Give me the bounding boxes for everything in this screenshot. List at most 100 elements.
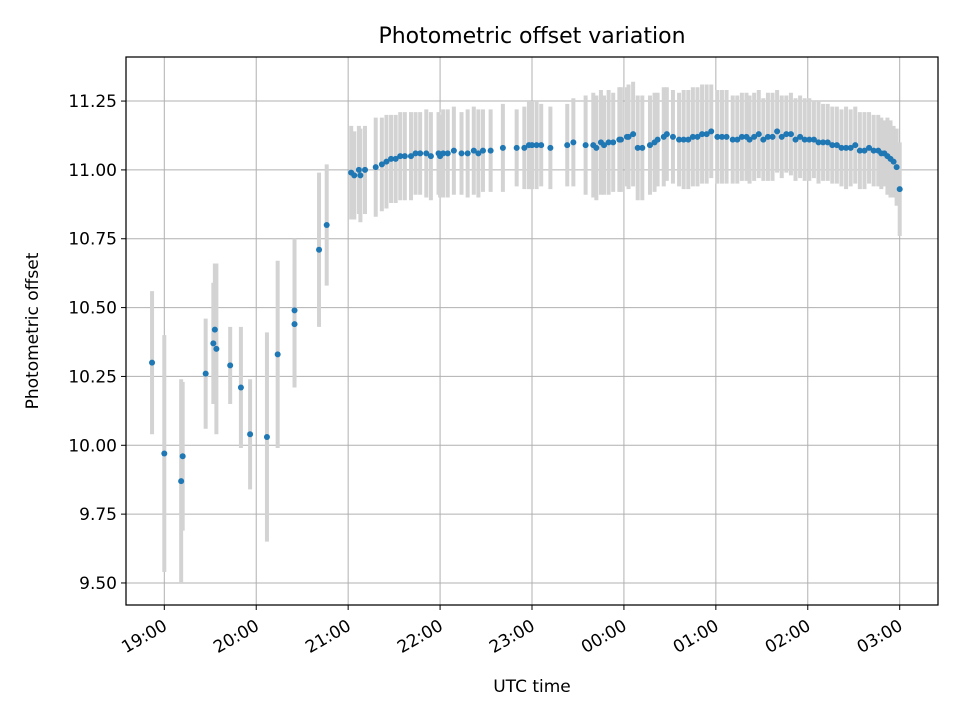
data-point <box>755 131 762 138</box>
data-point <box>179 453 186 460</box>
data-point <box>357 172 364 179</box>
data-point <box>464 150 471 157</box>
data-point <box>533 142 540 149</box>
data-point <box>699 131 706 138</box>
data-point <box>838 144 845 151</box>
y-tick-label: 9.50 <box>79 574 117 594</box>
data-point <box>703 131 710 138</box>
data-point <box>211 326 218 333</box>
data-point <box>833 142 840 149</box>
data-point <box>820 139 827 146</box>
data-point <box>694 133 701 140</box>
data-point <box>513 144 520 151</box>
data-point <box>669 133 676 140</box>
data-point <box>783 131 790 138</box>
data-point <box>718 133 725 140</box>
data-point <box>617 136 624 143</box>
data-point <box>202 370 209 377</box>
data-point <box>890 158 897 165</box>
data-point <box>734 136 741 143</box>
data-point <box>458 150 465 157</box>
data-point <box>810 136 817 143</box>
y-tick-label: 10.50 <box>68 299 117 319</box>
data-point <box>397 153 404 160</box>
data-point <box>774 128 781 135</box>
data-point <box>870 147 877 154</box>
y-tick-layer: 9.50 9.75 10.00 10.25 10.50 10.75 11.00 11.25 <box>68 92 126 594</box>
y-tick-label: 11.25 <box>68 92 117 112</box>
data-point <box>792 136 799 143</box>
data-point <box>787 131 794 138</box>
data-point <box>824 139 831 146</box>
data-point <box>729 136 736 143</box>
data-point <box>291 307 298 314</box>
data-point <box>760 136 767 143</box>
data-point <box>564 142 571 149</box>
data-point <box>444 150 451 157</box>
data-point <box>388 155 395 162</box>
data-point <box>843 144 850 151</box>
data-point <box>475 150 482 157</box>
data-point <box>769 133 776 140</box>
data-point <box>685 136 692 143</box>
data-point <box>291 321 298 328</box>
data-point <box>801 136 808 143</box>
data-point <box>383 158 390 165</box>
data-point <box>351 172 358 179</box>
data-point <box>417 150 424 157</box>
data-point <box>676 136 683 143</box>
data-point <box>547 144 554 151</box>
data-point <box>362 166 369 173</box>
data-point <box>499 144 506 151</box>
data-point <box>630 131 637 138</box>
y-tick-label: 11.00 <box>68 161 117 181</box>
data-point <box>440 150 447 157</box>
data-point <box>764 133 771 140</box>
data-point <box>479 147 486 154</box>
data-point <box>407 153 414 160</box>
data-point <box>401 153 408 160</box>
data-point <box>372 164 379 171</box>
x-axis-label: UTC time <box>493 677 571 697</box>
data-point <box>680 136 687 143</box>
data-point <box>521 144 528 151</box>
data-point <box>161 450 168 457</box>
data-point <box>423 150 430 157</box>
data-point <box>723 133 730 140</box>
data-point <box>714 133 721 140</box>
data-point <box>213 345 220 352</box>
data-point <box>263 434 270 441</box>
data-point <box>634 144 641 151</box>
data-point <box>529 142 535 149</box>
data-point <box>427 153 434 160</box>
data-point <box>639 144 646 151</box>
data-point <box>829 142 836 149</box>
data-point <box>746 136 753 143</box>
data-point <box>392 155 399 162</box>
data-point <box>487 147 494 154</box>
data-point <box>852 142 859 149</box>
data-point <box>412 150 419 157</box>
point-layer <box>149 128 903 485</box>
data-point <box>751 133 758 140</box>
y-tick-label: 10.00 <box>68 436 117 456</box>
y-axis-label: Photometric offset <box>23 252 43 409</box>
y-tick-label: 9.75 <box>79 505 117 525</box>
data-point <box>896 186 903 193</box>
data-point <box>797 133 804 140</box>
data-point <box>316 246 323 253</box>
data-point <box>237 384 244 391</box>
data-point <box>323 221 330 228</box>
data-point <box>178 478 185 485</box>
data-point <box>806 136 813 143</box>
data-point <box>570 139 577 146</box>
data-point <box>856 147 863 154</box>
data-point <box>815 139 822 146</box>
chart-title: Photometric offset variation <box>378 24 685 49</box>
data-point <box>605 139 612 146</box>
data-point <box>861 147 868 154</box>
data-point <box>450 147 457 154</box>
data-point <box>625 133 632 140</box>
data-point <box>274 351 281 358</box>
